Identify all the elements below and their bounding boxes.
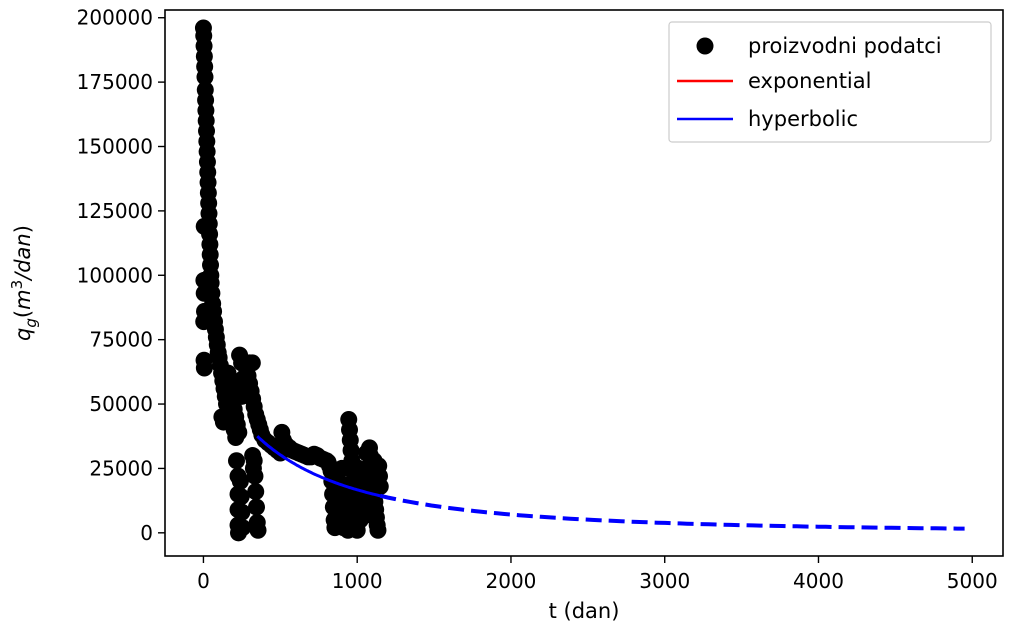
data-point-5 bbox=[196, 68, 214, 86]
data-point-88 bbox=[234, 519, 252, 537]
y-label-rest: /dan bbox=[11, 233, 35, 282]
legend: proizvodni podatci exponential hyperboli… bbox=[668, 21, 992, 143]
y-tick-label-5: 125000 bbox=[77, 199, 153, 223]
x-tick-label-0: 0 bbox=[197, 569, 210, 593]
y-label-sup: 3 bbox=[8, 280, 26, 290]
x-tick-label-1: 1000 bbox=[332, 569, 383, 593]
data-point-176 bbox=[342, 498, 360, 516]
data-point-86 bbox=[232, 488, 250, 506]
y-label-sub: g bbox=[22, 318, 40, 328]
legend-label-production: proizvodni podatci bbox=[748, 34, 942, 58]
y-tick-label-7: 175000 bbox=[77, 70, 153, 94]
data-point-79 bbox=[227, 452, 245, 470]
data-point-170 bbox=[371, 477, 389, 495]
data-point-95 bbox=[244, 447, 262, 465]
y-tick-label-1: 25000 bbox=[89, 456, 153, 480]
y-tick-label-6: 150000 bbox=[77, 135, 153, 159]
x-axis-ticks: 0 1000 2000 3000 4000 5000 bbox=[197, 556, 998, 593]
legend-marker-production bbox=[696, 37, 714, 55]
x-axis-label: t (dan) bbox=[549, 599, 620, 623]
data-point-96 bbox=[244, 459, 262, 477]
y-tick-label-3: 75000 bbox=[89, 328, 153, 352]
data-point-175 bbox=[334, 519, 352, 537]
y-label-open: ( bbox=[11, 310, 35, 318]
legend-label-hyperbolic: hyperbolic bbox=[748, 107, 858, 131]
y-axis-label: qg(m3/dan) bbox=[8, 225, 40, 341]
data-point-76 bbox=[241, 354, 259, 372]
y-label-q: q bbox=[11, 328, 35, 341]
data-point-94 bbox=[249, 521, 267, 539]
y-tick-label-2: 50000 bbox=[89, 392, 153, 416]
y-tick-label-4: 100000 bbox=[77, 263, 153, 287]
data-point-91 bbox=[247, 483, 265, 501]
data-point-31 bbox=[195, 359, 213, 377]
x-tick-label-4: 4000 bbox=[793, 569, 844, 593]
plot-frame bbox=[164, 9, 1004, 557]
data-point-85 bbox=[231, 472, 249, 490]
legend-box bbox=[668, 21, 992, 143]
x-tick-label-3: 3000 bbox=[639, 569, 690, 593]
hyperbolic-forecast-line bbox=[379, 493, 965, 531]
data-point-172 bbox=[365, 452, 383, 470]
data-point-25 bbox=[195, 217, 213, 235]
hyperbolic-fit-line bbox=[256, 435, 381, 498]
y-tick-label-8: 200000 bbox=[77, 6, 153, 30]
data-point-177 bbox=[351, 511, 369, 529]
y-axis-ticks: 0 25000 50000 75000 100000 125000 150000 175000… bbox=[77, 6, 165, 545]
y-label-close: ) bbox=[11, 225, 35, 233]
plot-marks bbox=[194, 19, 965, 542]
data-point-167 bbox=[369, 521, 387, 539]
x-tick-label-5: 5000 bbox=[947, 569, 998, 593]
y-label-m: m bbox=[11, 289, 35, 309]
data-point-87 bbox=[233, 503, 251, 521]
data-point-78 bbox=[227, 429, 245, 447]
x-tick-label-2: 2000 bbox=[486, 569, 537, 593]
legend-label-exponential: exponential bbox=[748, 69, 871, 93]
data-point-173 bbox=[328, 493, 346, 511]
data-point-92 bbox=[247, 498, 265, 516]
y-tick-label-0: 0 bbox=[140, 521, 153, 545]
